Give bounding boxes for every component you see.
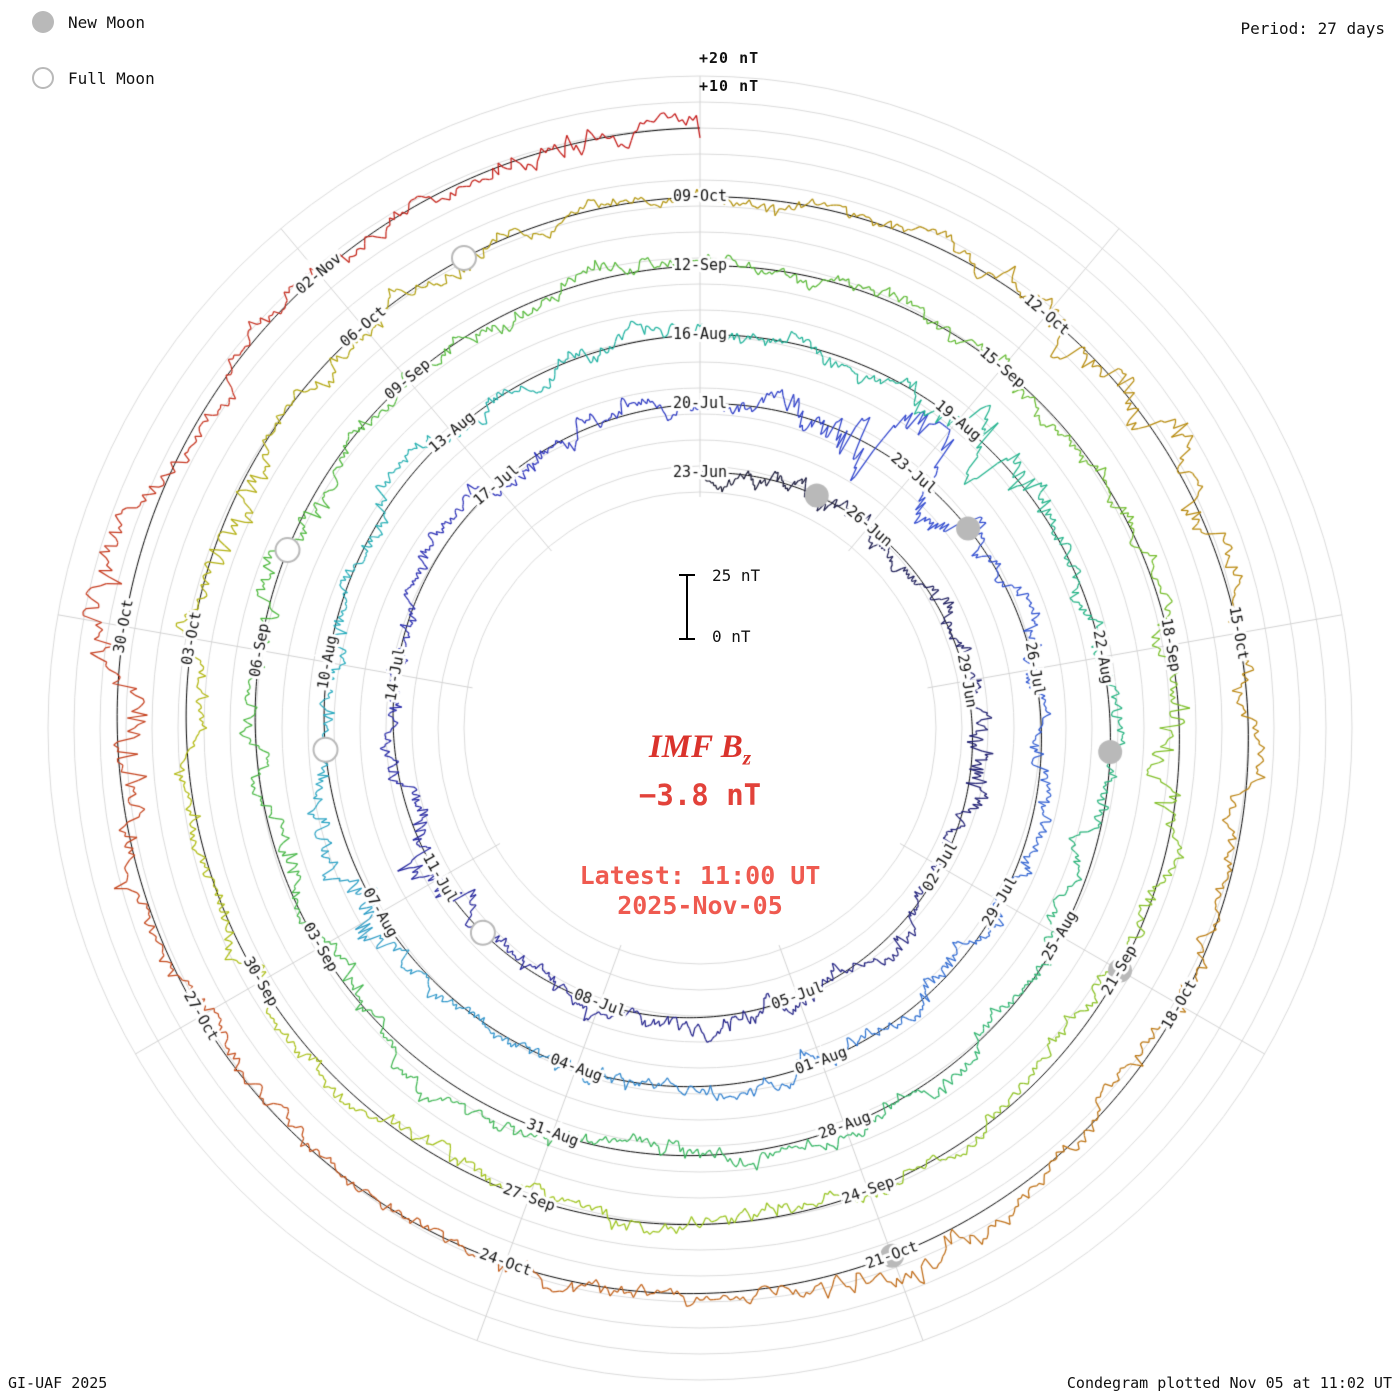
outer-scale-plus20: +20 nT [699,49,760,67]
latest-date: 2025-Nov-05 [617,891,783,920]
scale-bar [679,574,695,640]
legend-full-moon-label: Full Moon [68,68,155,88]
scale-bar-bottom-label: 0 nT [712,627,751,646]
legend-new-moon: New Moon [32,11,145,33]
chart-title-text: IMF B [648,729,743,765]
current-value: −3.8 nT [638,778,762,812]
legend-new-moon-label: New Moon [68,12,146,32]
legend-full-moon: Full Moon [32,67,155,89]
credit-label: GI-UAF 2025 [8,1374,108,1392]
outer-scale-plus10: +10 nT [699,77,760,95]
plotted-timestamp: Condegram plotted Nov 05 at 11:02 UT [1066,1374,1392,1392]
full-moon-icon [32,67,54,89]
latest-time: Latest: 11:00 UT [579,861,821,890]
chart-title: IMF Bz [495,729,905,771]
period-label: Period: 27 days [1240,19,1386,38]
chart-title-subscript: z [742,745,752,770]
scale-bar-top-label: 25 nT [712,566,761,585]
new-moon-icon [32,11,54,33]
